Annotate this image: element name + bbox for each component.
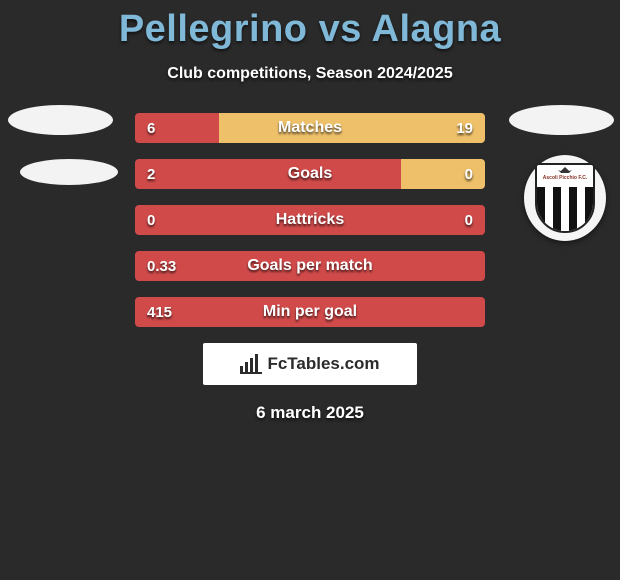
comparison-panel: Ascoli Picchio F.C. 6 Matches 19 2 Goals: [0, 113, 620, 423]
stat-label: Matches: [135, 113, 485, 143]
stat-label: Goals: [135, 159, 485, 189]
bar-chart-icon: [240, 354, 262, 374]
team-right-logo-2: Ascoli Picchio F.C.: [524, 155, 606, 241]
footer-logo: FcTables.com: [203, 343, 417, 385]
stat-row-goals-per-match: 0.33 Goals per match: [135, 251, 485, 281]
team-left-logo-1: [8, 105, 113, 135]
page-title: Pellegrino vs Alagna: [0, 0, 620, 51]
stat-rows: 6 Matches 19 2 Goals 0 0 Hattricks 0: [135, 113, 485, 327]
crest-banner-text: Ascoli Picchio F.C.: [539, 173, 591, 184]
team-left-logo-2: [20, 159, 118, 185]
stat-label: Goals per match: [135, 251, 485, 281]
stat-label: Min per goal: [135, 297, 485, 327]
stat-right-value: 0: [465, 159, 473, 189]
date-text: 6 march 2025: [0, 403, 620, 423]
subtitle: Club competitions, Season 2024/2025: [0, 65, 620, 83]
stat-right-value: 0: [465, 205, 473, 235]
stat-label: Hattricks: [135, 205, 485, 235]
team-right-logo-1: [509, 105, 614, 135]
footer-logo-text: FcTables.com: [267, 354, 379, 374]
crest-stripes: [537, 187, 593, 231]
stat-row-matches: 6 Matches 19: [135, 113, 485, 143]
stat-row-min-per-goal: 415 Min per goal: [135, 297, 485, 327]
stat-right-value: 19: [456, 113, 473, 143]
stat-row-hattricks: 0 Hattricks 0: [135, 205, 485, 235]
stat-row-goals: 2 Goals 0: [135, 159, 485, 189]
club-crest: Ascoli Picchio F.C.: [524, 155, 606, 241]
